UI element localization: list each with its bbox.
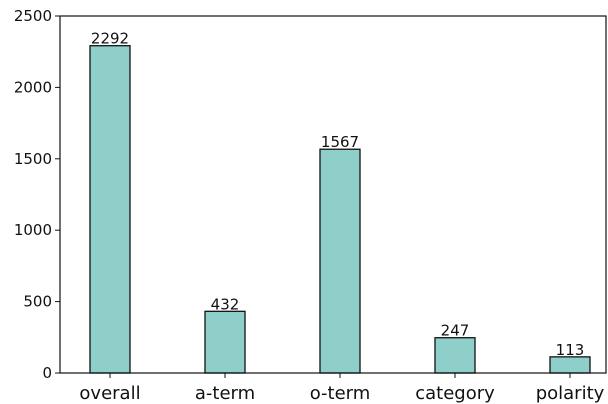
y-axis-ticks: 0 500 1000 1500 2000 2500 [14, 7, 60, 382]
x-tick-label: o-term [310, 383, 371, 404]
bar-o-term [319, 148, 361, 374]
data-labels: 2292 432 1567 247 113 [91, 30, 584, 359]
bar-category [434, 337, 476, 374]
plot-frame [59, 15, 607, 374]
data-label: 247 [441, 322, 470, 340]
y-tick-label: 500 [23, 293, 52, 311]
bar-a-term [204, 310, 246, 374]
y-tick-label: 0 [42, 364, 52, 382]
x-tick-label: category [415, 383, 495, 404]
bar-polarity [549, 356, 591, 374]
bar-overall [89, 45, 131, 374]
y-tick-label: 1500 [14, 150, 52, 168]
data-label: 1567 [321, 133, 359, 151]
data-label: 113 [556, 341, 585, 359]
x-tick-label: polarity [536, 383, 605, 404]
x-axis-ticks: overall a-term o-term category polarity [79, 373, 605, 404]
y-tick-label: 2500 [14, 7, 52, 25]
y-tick-label: 2000 [14, 78, 52, 96]
data-label: 2292 [91, 30, 129, 48]
data-label: 432 [211, 295, 240, 313]
bars [89, 45, 591, 374]
x-tick-label: a-term [195, 383, 255, 404]
x-tick-label: overall [79, 383, 140, 404]
y-tick-label: 1000 [14, 221, 52, 239]
